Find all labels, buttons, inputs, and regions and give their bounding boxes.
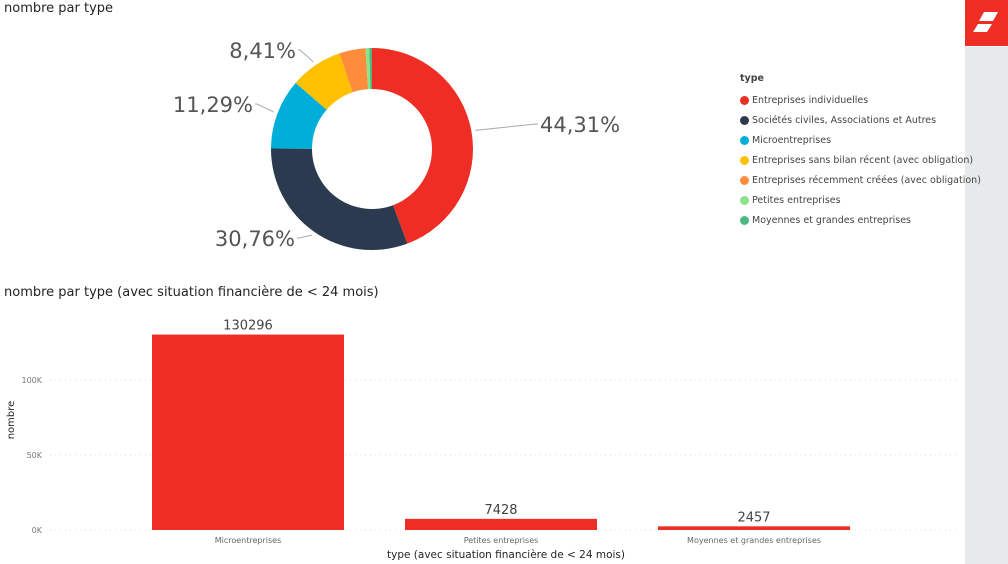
leader-line xyxy=(297,234,313,239)
donut-chart: 44,31% 30,76% 11,29% 8,41% xyxy=(173,39,620,251)
bar-value-label: 130296 xyxy=(223,319,273,334)
right-panel xyxy=(965,47,1008,564)
legend-item[interactable]: Petites entreprises xyxy=(740,190,981,210)
y-tick-label: 100K xyxy=(21,376,42,385)
leader-line xyxy=(255,103,274,113)
legend-label: Petites entreprises xyxy=(752,194,841,206)
legend-dot-icon xyxy=(740,175,749,185)
legend-item[interactable]: Entreprises sans bilan récent (avec obli… xyxy=(740,150,981,170)
legend-dot-icon xyxy=(740,135,749,145)
bar-value-label: 2457 xyxy=(737,510,770,525)
bar xyxy=(152,334,344,530)
legend-label: Entreprises individuelles xyxy=(752,94,869,106)
donut-slice xyxy=(339,48,369,93)
donut-slice xyxy=(295,53,353,110)
bar xyxy=(658,526,850,530)
app-logo xyxy=(965,0,1008,46)
x-tick-label: Petites entreprises xyxy=(464,536,539,545)
slice-label: 30,76% xyxy=(215,227,295,251)
legend-item[interactable]: Entreprises individuelles xyxy=(740,90,981,110)
slice-label: 8,41% xyxy=(229,39,296,63)
x-tick-label: Microentreprises xyxy=(215,536,282,545)
legend-label: Microentreprises xyxy=(752,134,832,146)
legend-title: type xyxy=(740,73,764,84)
logo-icon xyxy=(973,12,998,32)
legend-item[interactable]: Microentreprises xyxy=(740,130,981,150)
slice-label: 11,29% xyxy=(173,93,253,117)
legend-label: Entreprises sans bilan récent (avec obli… xyxy=(752,154,974,166)
slice-label: 44,31% xyxy=(540,113,620,137)
donut-slice xyxy=(372,48,473,244)
legend-dot-icon xyxy=(740,95,749,105)
x-tick-label: Moyennes et grandes entreprises xyxy=(687,536,821,545)
x-axis-title: type (avec situation financière de < 24 … xyxy=(387,549,625,561)
legend-dot-icon xyxy=(740,155,749,165)
legend-dot-icon xyxy=(740,215,749,225)
leader-line xyxy=(475,123,538,131)
y-axis-title: nombre xyxy=(6,401,17,440)
donut-title: nombre par type xyxy=(4,1,114,16)
donut-slice xyxy=(365,48,371,90)
donut-slice xyxy=(271,82,327,149)
bar xyxy=(405,518,597,530)
legend-label: Moyennes et grandes entreprises xyxy=(752,214,911,226)
legend-item[interactable]: Entreprises récemment créées (avec oblig… xyxy=(740,170,981,190)
bar-value-label: 7428 xyxy=(484,503,517,518)
legend-dot-icon xyxy=(740,115,749,125)
y-tick-label: 50K xyxy=(27,451,43,460)
leader-line xyxy=(298,49,314,63)
legend-dot-icon xyxy=(740,195,749,205)
legend-item[interactable]: Moyennes et grandes entreprises xyxy=(740,210,981,230)
legend: type Entreprises individuelles Sociétés c… xyxy=(740,73,981,230)
legend-label: Sociétés civiles, Associations et Autres xyxy=(752,114,937,126)
donut-slice xyxy=(270,148,408,251)
bar-chart: 0K 50K 100K nombre 130296 Microentreprises 742… xyxy=(6,319,960,561)
bar-title: nombre par type (avec situation financiè… xyxy=(4,285,379,300)
y-tick-label: 0K xyxy=(32,526,43,535)
legend-item[interactable]: Sociétés civiles, Associations et Autres xyxy=(740,110,981,130)
legend-label: Entreprises récemment créées (avec oblig… xyxy=(752,174,981,186)
donut-slice xyxy=(369,48,372,90)
